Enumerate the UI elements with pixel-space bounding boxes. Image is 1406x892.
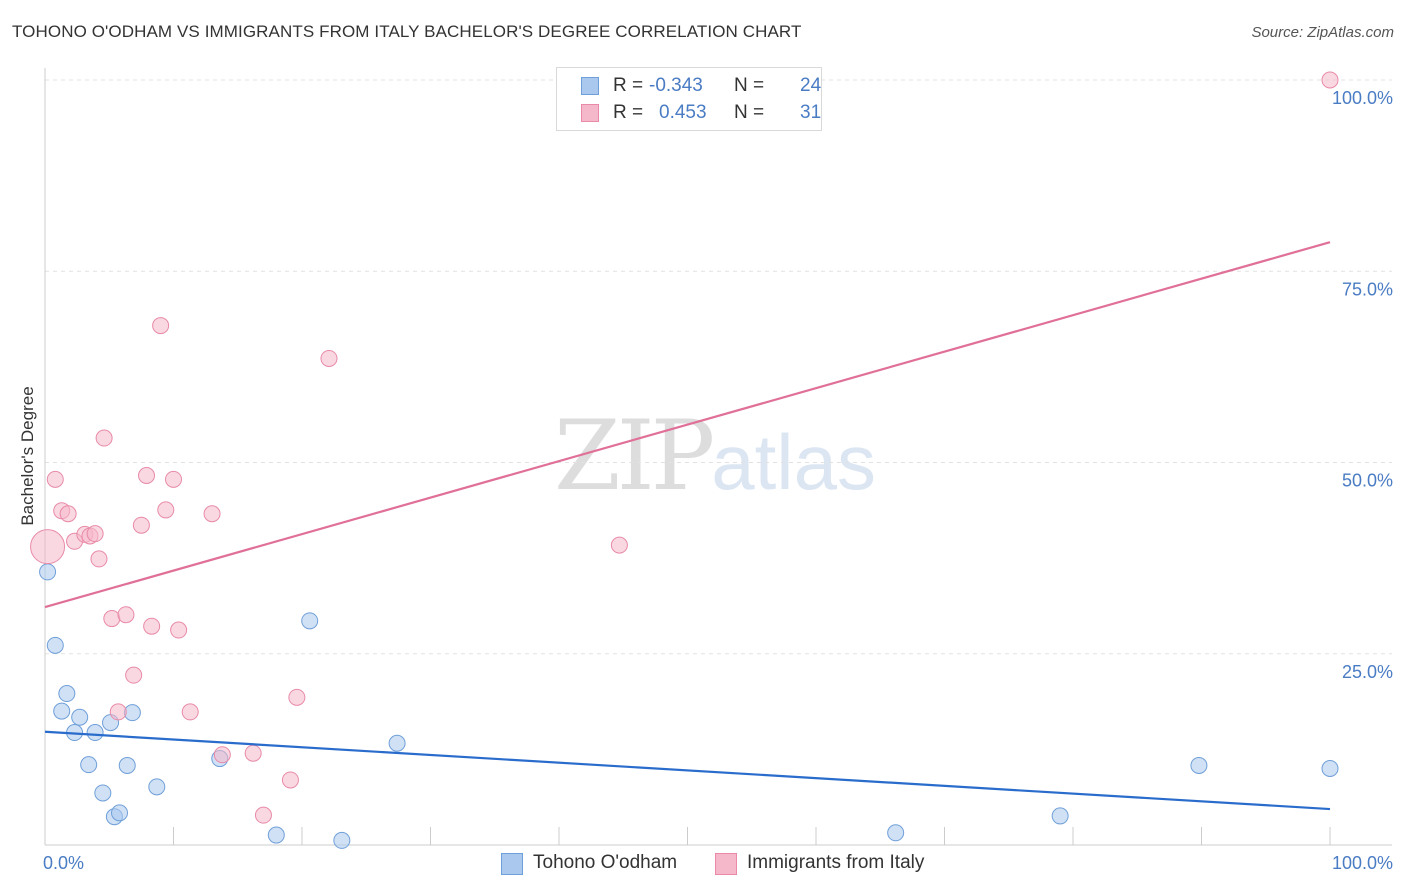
legend-swatch-pink [581,104,599,122]
italy-point [170,621,188,639]
tohono-point [39,563,57,581]
tohono-point [111,804,129,822]
y-tick-label: 100.0% [1332,88,1393,108]
legend-n-label: N = [734,102,765,123]
italy-point [165,470,182,488]
y-tick-label: 25.0% [1342,662,1393,682]
chart-title: TOHONO O'ODHAM VS IMMIGRANTS FROM ITALY … [12,22,802,41]
chart-source: Source: ZipAtlas.com [1251,24,1394,41]
italy-point [254,806,272,824]
legend-swatch-blue [581,77,599,95]
italy-point [288,688,306,706]
tohono-point [80,756,98,774]
legend-n-value: 31 [800,102,822,123]
italy-point [157,501,175,519]
italy-point [59,505,77,523]
bottom-legend-label: Immigrants from Italy [747,852,925,873]
italy-point [90,550,108,568]
italy-point [1321,71,1339,89]
y-axis-label: Bachelor's Degree [18,386,37,526]
tohono-point [118,756,136,774]
legend-n-label: N = [734,75,765,96]
italy-point [281,771,299,789]
italy-point [203,505,221,523]
tohono-point [1051,807,1069,825]
tohono-point [267,826,285,844]
tohono-point [86,724,104,742]
italy-point [244,744,262,762]
tohono-point [388,734,406,752]
italy-point [109,703,127,721]
italy-point [46,470,64,488]
tohono-point [887,824,905,842]
tohono-point [301,612,319,630]
italy-point [30,529,66,565]
italy-point [181,703,199,721]
tohono-point [148,778,166,796]
x-tick-label: 100.0% [1332,853,1393,873]
tohono-point [53,702,71,720]
tohono-point [94,784,112,802]
legend-r-value: 0.453 [659,102,707,123]
italy-point [138,467,156,485]
legend-r-value: -0.343 [649,75,703,96]
legend-n-value: 24 [800,75,822,96]
italy-trend-line [44,241,1331,609]
italy-point [125,666,143,684]
legend-r-label: R = [613,102,644,123]
italy-point [152,317,170,335]
y-tick-label: 50.0% [1342,471,1393,491]
legend-r-label: R = [613,75,644,96]
italy-point [86,525,104,543]
bottom-legend-label: Tohono O'odham [533,852,678,873]
tohono-point [123,704,141,722]
italy-point [320,349,338,367]
tohono-point [58,685,76,703]
bottom-legend-swatch-blue [501,853,523,875]
tohono-point [71,708,89,726]
correlation-legend: R = -0.343 N = 24 R = 0.453 N = 31 [556,67,822,131]
italy-point [610,536,628,554]
tohono-point [1321,760,1339,777]
italy-point [103,610,121,628]
y-tick-label: 75.0% [1342,279,1393,299]
tohono-point [333,831,351,849]
bottom-legend-swatch-pink [715,853,737,875]
tohono-trend-line [44,730,1331,811]
italy-point [213,746,231,764]
italy-point [143,617,161,635]
tohono-point [46,636,64,654]
italy-point [117,606,135,624]
tohono-point [1190,756,1208,774]
x-tick-label: 0.0% [43,853,84,873]
italy-point [95,429,113,447]
italy-point [132,516,150,534]
